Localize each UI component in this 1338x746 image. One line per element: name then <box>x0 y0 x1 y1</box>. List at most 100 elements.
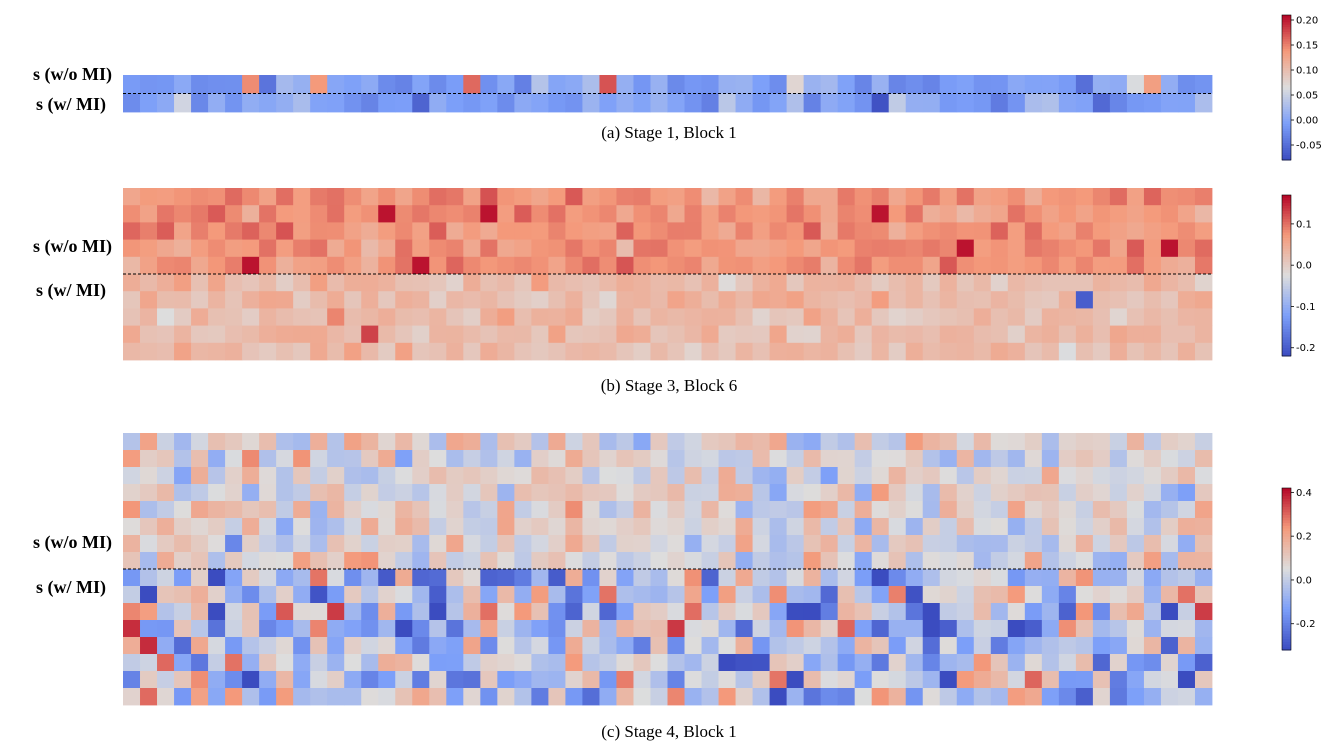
heatmap-cell <box>667 671 685 689</box>
heatmap-cell <box>412 688 430 706</box>
heatmap-cell <box>582 450 600 468</box>
heatmap-cell <box>259 308 277 326</box>
heatmap-cell <box>123 274 141 292</box>
heatmap-cell <box>1177 535 1196 553</box>
heatmap-cell <box>599 671 617 689</box>
heatmap-cell <box>854 291 873 309</box>
heatmap-cell <box>429 450 447 468</box>
heatmap-cell <box>1041 256 1060 275</box>
heatmap-cell <box>1126 467 1145 485</box>
heatmap-cell <box>140 484 158 502</box>
heatmap-cell <box>1109 518 1128 536</box>
heatmap-cell <box>752 654 770 672</box>
colorbar-segment <box>1282 63 1291 67</box>
heatmap-cell <box>735 205 753 223</box>
heatmap-cell <box>582 603 600 621</box>
heatmap-cell <box>191 256 209 275</box>
heatmap-cell <box>803 603 822 621</box>
heatmap-cell <box>1058 688 1077 706</box>
heatmap-cell <box>480 222 498 240</box>
heatmap-cell <box>1126 637 1145 655</box>
heatmap-cell <box>429 205 447 223</box>
heatmap-cell <box>905 342 924 361</box>
heatmap-cell <box>633 325 651 344</box>
heatmap-cell <box>1109 75 1128 94</box>
heatmap-cell <box>1194 308 1213 326</box>
heatmap-cell <box>599 569 617 587</box>
heatmap-cell <box>990 535 1009 553</box>
heatmap-cell <box>293 325 311 344</box>
heatmap-cell <box>922 256 941 275</box>
heatmap-cell <box>922 205 941 223</box>
colorbar-segment <box>1282 145 1291 149</box>
heatmap-cell <box>633 620 651 638</box>
heatmap-cell <box>820 342 839 361</box>
heatmap-cell <box>684 654 702 672</box>
colorbar-segment <box>1282 147 1291 151</box>
heatmap-cell <box>531 308 549 326</box>
heatmap-cell <box>327 603 345 621</box>
heatmap-cell <box>599 484 617 502</box>
colorbar-segment <box>1282 612 1291 616</box>
heatmap-cell <box>191 93 209 113</box>
heatmap-cell <box>412 291 430 309</box>
heatmap-cell <box>327 484 345 502</box>
heatmap-cell <box>531 325 549 344</box>
heatmap-cell <box>225 239 243 258</box>
heatmap-cell <box>956 569 975 587</box>
heatmap-cell <box>1058 188 1077 206</box>
heatmap-cell <box>310 467 328 485</box>
heatmap-cell <box>123 308 141 326</box>
heatmap-cell <box>582 205 600 223</box>
heatmap-cell <box>225 501 243 519</box>
heatmap-cell <box>1058 586 1077 604</box>
heatmap-cell <box>1041 93 1060 113</box>
heatmap-cell <box>174 222 192 240</box>
heatmap-cell <box>905 688 924 706</box>
heatmap-cell <box>718 654 736 672</box>
heatmap-cell <box>854 688 873 706</box>
heatmap-cell <box>1041 586 1060 604</box>
heatmap-cell <box>446 239 464 258</box>
heatmap-cell <box>208 518 226 536</box>
heatmap-cell <box>293 205 311 223</box>
heatmap-cell <box>429 688 447 706</box>
heatmap-cell <box>735 93 753 113</box>
heatmap-cell <box>990 620 1009 638</box>
heatmap-cell <box>242 256 260 275</box>
heatmap-cell <box>429 535 447 553</box>
heatmap-cell <box>718 239 736 258</box>
heatmap-cell <box>871 342 890 361</box>
heatmap-cell <box>140 188 158 206</box>
heatmap-cell <box>140 450 158 468</box>
heatmap-cell <box>905 222 924 240</box>
heatmap-cell <box>480 535 498 553</box>
heatmap-cell <box>531 484 549 502</box>
heatmap-cell <box>701 467 719 485</box>
heatmap-cell <box>837 188 856 206</box>
heatmap-cell <box>1058 552 1077 570</box>
heatmap-cell <box>140 501 158 519</box>
heatmap-cell <box>599 620 617 638</box>
heatmap-cell <box>854 603 873 621</box>
heatmap-cell <box>242 535 260 553</box>
colorbar-segment <box>1282 82 1291 86</box>
heatmap-cell <box>752 603 770 621</box>
heatmap-cell <box>973 603 992 621</box>
colorbar-segment <box>1282 24 1291 28</box>
colorbar-segment <box>1282 337 1291 341</box>
heatmap-cell <box>650 603 668 621</box>
heatmap-cell <box>701 450 719 468</box>
heatmap-cell <box>157 433 175 451</box>
heatmap-cell <box>565 654 583 672</box>
heatmap-cell <box>633 239 651 258</box>
heatmap-cell <box>174 518 192 536</box>
heatmap-cell <box>344 222 362 240</box>
heatmap-cell <box>276 205 294 223</box>
heatmap-cell <box>939 467 958 485</box>
heatmap-cell <box>310 518 328 536</box>
heatmap-cell <box>888 205 907 223</box>
heatmap-cell <box>208 552 226 570</box>
colorbar-segment <box>1282 245 1291 250</box>
heatmap-cell <box>701 291 719 309</box>
